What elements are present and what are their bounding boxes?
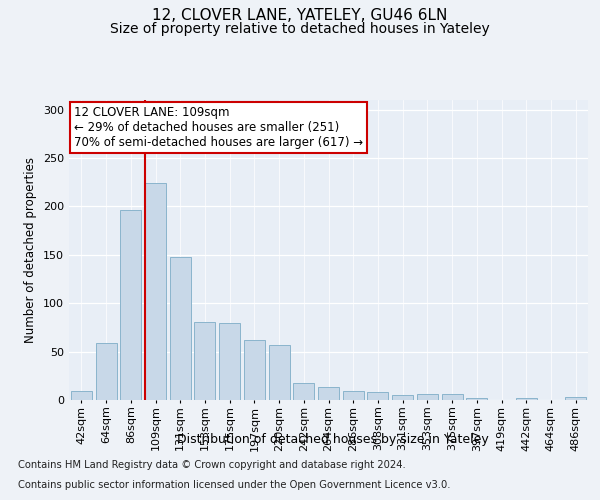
Bar [367,392,388,400]
Bar [219,322,240,400]
Text: 12, CLOVER LANE, YATELEY, GU46 6LN: 12, CLOVER LANE, YATELEY, GU46 6LN [152,8,448,22]
Bar [244,340,265,400]
Bar [466,398,487,400]
Y-axis label: Number of detached properties: Number of detached properties [25,157,37,343]
Text: Size of property relative to detached houses in Yateley: Size of property relative to detached ho… [110,22,490,36]
Bar [120,210,141,400]
Bar [269,345,290,400]
Bar [417,394,438,400]
Bar [95,343,116,400]
Bar [318,388,339,400]
Bar [293,382,314,400]
Text: 12 CLOVER LANE: 109sqm
← 29% of detached houses are smaller (251)
70% of semi-de: 12 CLOVER LANE: 109sqm ← 29% of detached… [74,106,364,149]
Bar [565,397,586,400]
Text: Contains public sector information licensed under the Open Government Licence v3: Contains public sector information licen… [18,480,451,490]
Bar [194,322,215,400]
Bar [516,398,537,400]
Bar [442,394,463,400]
Bar [392,395,413,400]
Bar [145,183,166,400]
Text: Distribution of detached houses by size in Yateley: Distribution of detached houses by size … [177,432,489,446]
Text: Contains HM Land Registry data © Crown copyright and database right 2024.: Contains HM Land Registry data © Crown c… [18,460,406,470]
Bar [71,392,92,400]
Bar [170,257,191,400]
Bar [343,392,364,400]
